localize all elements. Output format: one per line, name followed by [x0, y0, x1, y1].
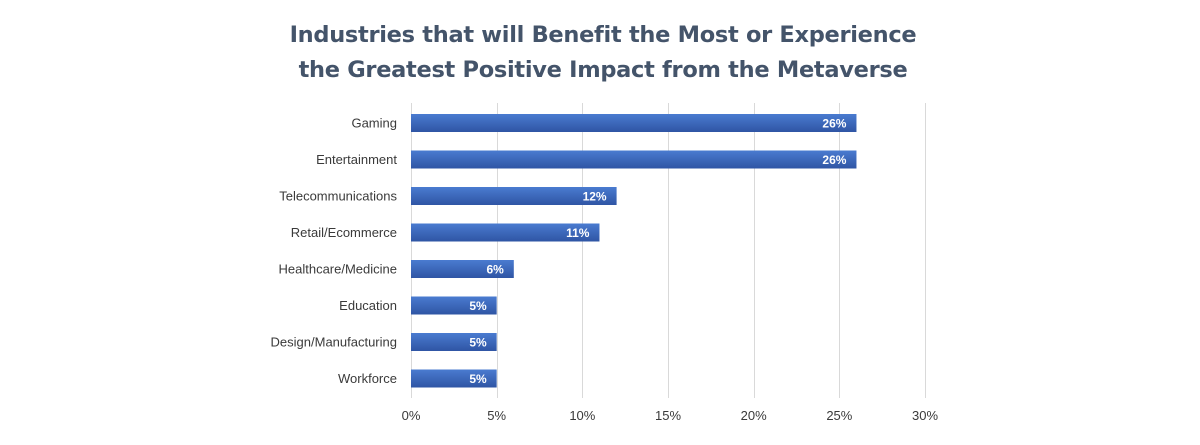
- category-label: Retail/Ecommerce: [291, 225, 397, 240]
- x-tick-label: 30%: [912, 408, 938, 423]
- data-label: 5%: [469, 299, 487, 313]
- data-label: 11%: [566, 226, 590, 240]
- x-axis-tick-labels: 0% 5% 10% 15% 20% 25% 30%: [402, 408, 939, 423]
- bar-gaming: [411, 114, 857, 132]
- x-tick-label: 25%: [826, 408, 852, 423]
- bar-healthcare-medicine: [411, 260, 514, 278]
- chart-title: Industries that will Benefit the Most or…: [0, 18, 1200, 88]
- bars: [411, 114, 857, 388]
- x-tick-label: 20%: [741, 408, 767, 423]
- category-label: Design/Manufacturing: [271, 335, 397, 350]
- x-tick-label: 15%: [655, 408, 681, 423]
- bar-telecommunications: [411, 187, 617, 205]
- data-label: 12%: [583, 190, 607, 204]
- bar-design-manufacturing: [411, 333, 497, 351]
- x-tick-label: 0%: [402, 408, 421, 423]
- category-label: Education: [339, 298, 397, 313]
- bar-entertainment: [411, 150, 857, 169]
- category-label: Workforce: [338, 371, 397, 386]
- chart-title-line-1: Industries that will Benefit the Most or…: [289, 22, 917, 48]
- bar-education: [411, 296, 497, 315]
- bar-retail-ecommerce: [411, 223, 600, 242]
- data-label: 6%: [486, 263, 504, 277]
- data-labels: 26% 26% 12% 11% 6% 5% 5% 5%: [469, 117, 846, 387]
- category-label: Gaming: [351, 116, 397, 131]
- gridlines: [411, 103, 926, 398]
- category-label: Healthcare/Medicine: [278, 262, 397, 277]
- category-label: Telecommunications: [279, 189, 397, 204]
- bar-workforce: [411, 369, 497, 388]
- data-label: 5%: [469, 372, 487, 386]
- data-label: 26%: [822, 117, 846, 131]
- data-label: 26%: [822, 153, 846, 167]
- data-label: 5%: [469, 336, 487, 350]
- category-labels: Gaming Entertainment Telecommunications Ret…: [271, 116, 398, 387]
- chart-title-line-2: the Greatest Positive Impact from the Me…: [298, 57, 908, 83]
- x-tick-label: 10%: [569, 408, 595, 423]
- category-label: Entertainment: [316, 152, 397, 167]
- x-tick-label: 5%: [487, 408, 506, 423]
